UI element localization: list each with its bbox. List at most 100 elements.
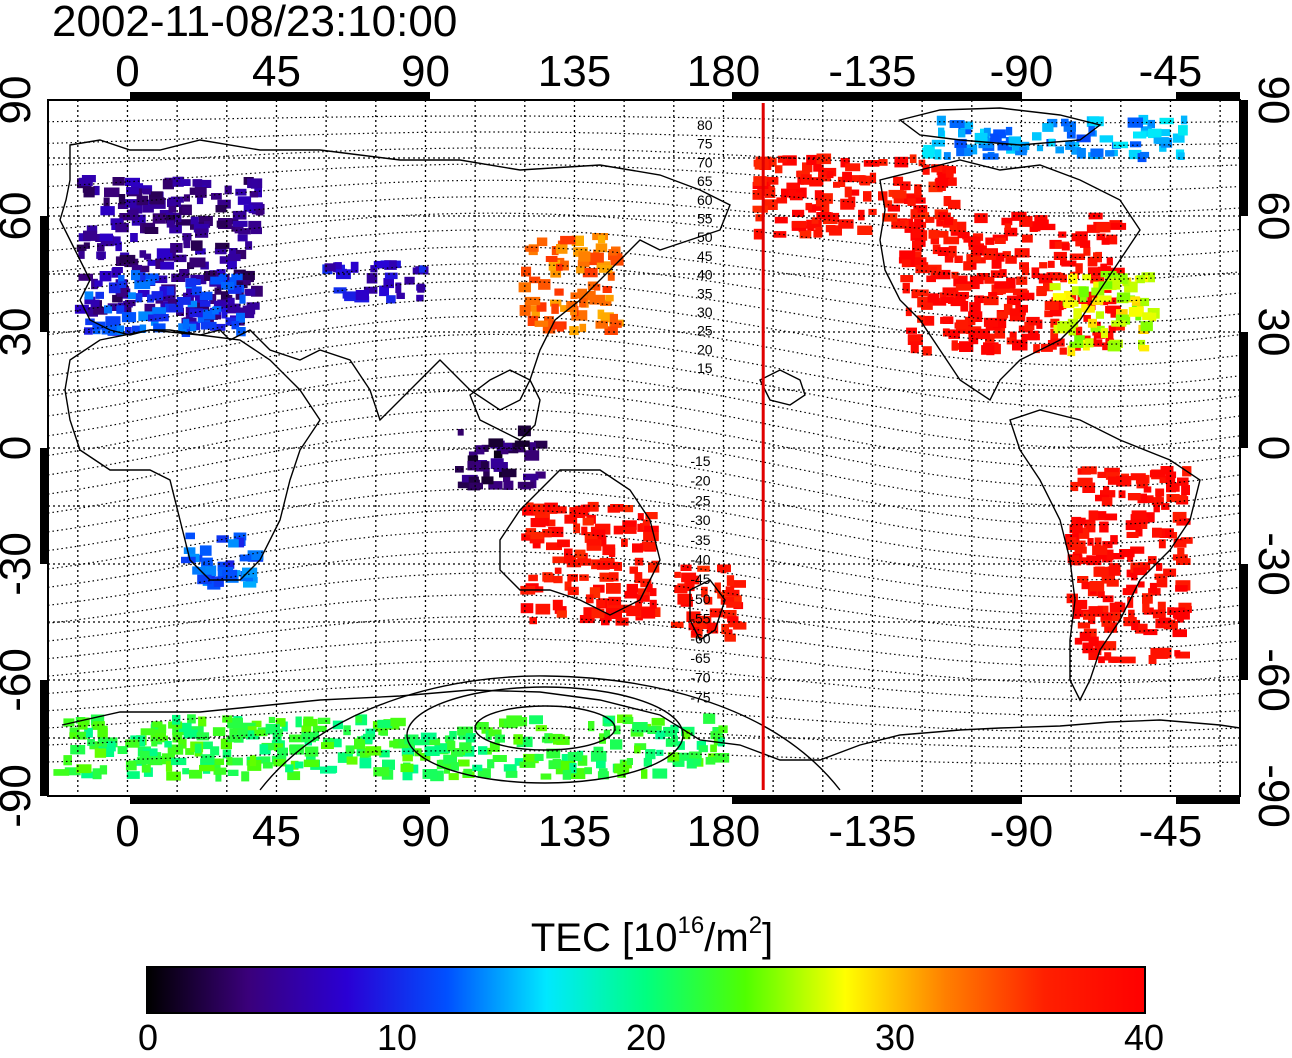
- tec-cell: [475, 722, 489, 730]
- tec-cell: [121, 312, 137, 323]
- tec-cell: [1111, 149, 1118, 157]
- tec-cell: [614, 763, 626, 771]
- tec-cell: [1061, 260, 1077, 267]
- tec-cell: [997, 140, 1012, 151]
- tec-cell: [124, 326, 132, 336]
- tec-cell: [160, 301, 170, 308]
- tec-cell: [1090, 148, 1104, 157]
- tec-cell: [909, 154, 917, 163]
- tec-cell: [944, 251, 954, 263]
- tec-cell: [245, 241, 253, 250]
- tec-cell: [488, 729, 502, 737]
- left-latitude-labels: 90 60 30 0 -30 -60 -90: [0, 76, 40, 828]
- tec-cell: [584, 532, 600, 543]
- tec-cell: [365, 746, 382, 756]
- tec-cell: [1102, 595, 1114, 603]
- tec-cell: [229, 728, 237, 738]
- latitude-tick-label: 0: [0, 436, 40, 460]
- tec-cell: [289, 744, 304, 755]
- tec-cell: [1050, 328, 1059, 339]
- tec-cell: [1057, 321, 1070, 332]
- tec-cell: [180, 179, 191, 186]
- tec-cell: [1076, 609, 1090, 618]
- tec-cell: [262, 762, 273, 769]
- tec-cell: [1158, 539, 1166, 549]
- tec-cell: [915, 264, 930, 274]
- tec-cell: [97, 243, 105, 252]
- tec-cell: [84, 291, 94, 300]
- contour-line: [48, 352, 1240, 428]
- tec-cell: [197, 741, 213, 750]
- tec-cell: [840, 198, 855, 210]
- longitude-tick-label: -45: [1139, 47, 1203, 96]
- tec-cell: [727, 616, 739, 623]
- tec-cell: [192, 179, 203, 187]
- tec-cell: [1077, 477, 1093, 487]
- tec-cell: [1099, 135, 1114, 143]
- contour-line: [48, 246, 1240, 302]
- tec-cell: [936, 219, 944, 227]
- tec-cell: [598, 265, 613, 273]
- tec-cell: [950, 221, 967, 233]
- latitude-tick-label: 60: [1249, 192, 1292, 241]
- tec-cell: [797, 176, 804, 185]
- tec-cell: [1083, 305, 1095, 313]
- tec-cell: [232, 210, 247, 220]
- tec-cell: [226, 757, 233, 766]
- tec-cell: [183, 547, 196, 554]
- tec-cell: [523, 473, 539, 481]
- tec-map: 80 75 70 65 60 55 50 45 40 35 30 25 20 15 -15 -20 -25 -3…: [0, 47, 1292, 856]
- tec-cell: [231, 273, 243, 281]
- tec-cell: [806, 219, 822, 229]
- tec-cell: [958, 129, 966, 138]
- tec-cell: [1156, 563, 1163, 571]
- tec-cell: [837, 176, 846, 187]
- tec-cell: [132, 325, 144, 333]
- tec-cell: [255, 208, 264, 216]
- tec-cell: [524, 296, 541, 306]
- tec-cell: [211, 193, 222, 200]
- tec-cell: [534, 513, 550, 521]
- longitude-tick-label: 45: [252, 807, 301, 856]
- tec-cell: [478, 746, 488, 755]
- tec-cell: [1061, 243, 1070, 251]
- tec-cell: [493, 450, 503, 459]
- tec-cell: [232, 220, 248, 227]
- tec-cell: [1104, 513, 1118, 521]
- tec-cell: [571, 235, 584, 247]
- tec-cell: [1001, 217, 1013, 226]
- tec-cell: [1096, 552, 1108, 560]
- tec-cell: [1132, 517, 1149, 524]
- tec-cell: [259, 744, 271, 755]
- tec-cell: [144, 253, 152, 260]
- tec-cell: [641, 769, 648, 779]
- tec-cell: [560, 235, 576, 245]
- tec-cell: [1087, 538, 1094, 546]
- tec-cell: [195, 228, 209, 238]
- tec-cell: [600, 312, 614, 323]
- tec-cell: [968, 236, 981, 247]
- tec-cell: [824, 212, 840, 220]
- contour-label: 50: [697, 229, 713, 245]
- tec-cell: [160, 286, 175, 296]
- tec-cell: [1044, 310, 1053, 318]
- tec-cell: [488, 438, 504, 447]
- tec-cell: [930, 237, 940, 245]
- tec-cell: [632, 543, 643, 553]
- tec-cell: [1111, 612, 1121, 622]
- tec-cell: [527, 315, 539, 326]
- tec-cell: [940, 296, 953, 303]
- tec-cell: [228, 285, 242, 294]
- tec-cell: [593, 249, 600, 256]
- tec-cell: [228, 539, 239, 548]
- tec-cell: [931, 139, 945, 147]
- tec-cell: [768, 157, 777, 167]
- tec-cell: [893, 176, 904, 186]
- tec-cell: [489, 741, 500, 752]
- tec-cell: [520, 603, 534, 614]
- tec-cell: [229, 248, 238, 255]
- tec-cell: [603, 716, 614, 724]
- contour-label: 55: [697, 211, 713, 227]
- tec-cell: [189, 257, 206, 268]
- tec-cell: [858, 209, 865, 221]
